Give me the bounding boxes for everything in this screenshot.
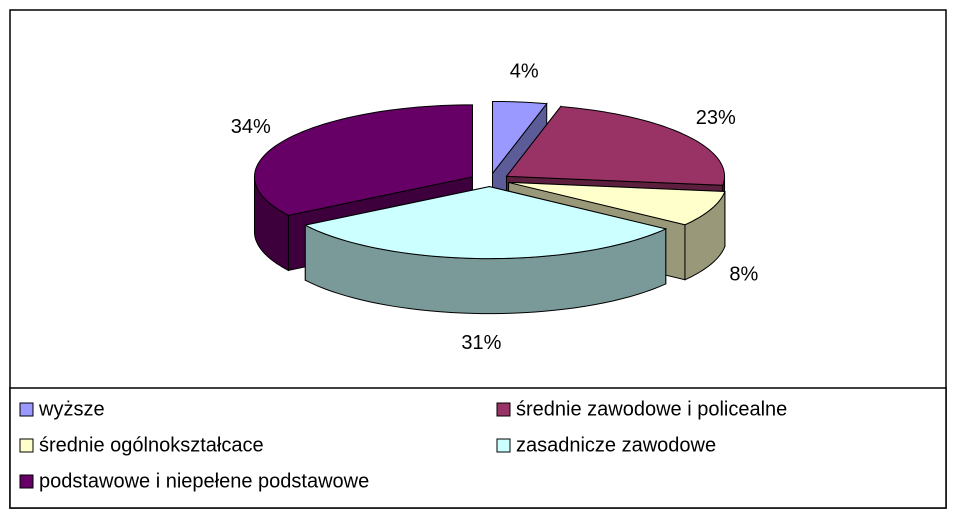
legend-frame — [9, 387, 947, 509]
legend-label: średnie ogólnokształcace — [39, 434, 264, 456]
data-label: 31% — [461, 332, 501, 354]
slice — [508, 181, 726, 226]
legend-swatch — [496, 438, 511, 453]
pie — [253, 100, 726, 315]
legend-label: zasadnicze zawodowe — [516, 434, 716, 456]
data-label: 23% — [696, 107, 736, 129]
legend-swatch — [496, 402, 511, 417]
legend-swatch — [19, 438, 34, 453]
slice — [492, 100, 548, 175]
data-label: 34% — [231, 116, 271, 138]
legend-label: podstawowe i niepełene podstawowe — [39, 470, 369, 492]
legend-swatch — [19, 474, 34, 489]
data-label: 8% — [729, 263, 758, 285]
slice — [253, 104, 473, 216]
data-label: 4% — [510, 61, 539, 83]
slice — [303, 186, 668, 260]
slice — [505, 106, 726, 186]
legend-swatch — [19, 402, 34, 417]
legend-label: średnie zawodowe i policealne — [516, 398, 787, 420]
legend-label: wyższe — [38, 398, 105, 420]
